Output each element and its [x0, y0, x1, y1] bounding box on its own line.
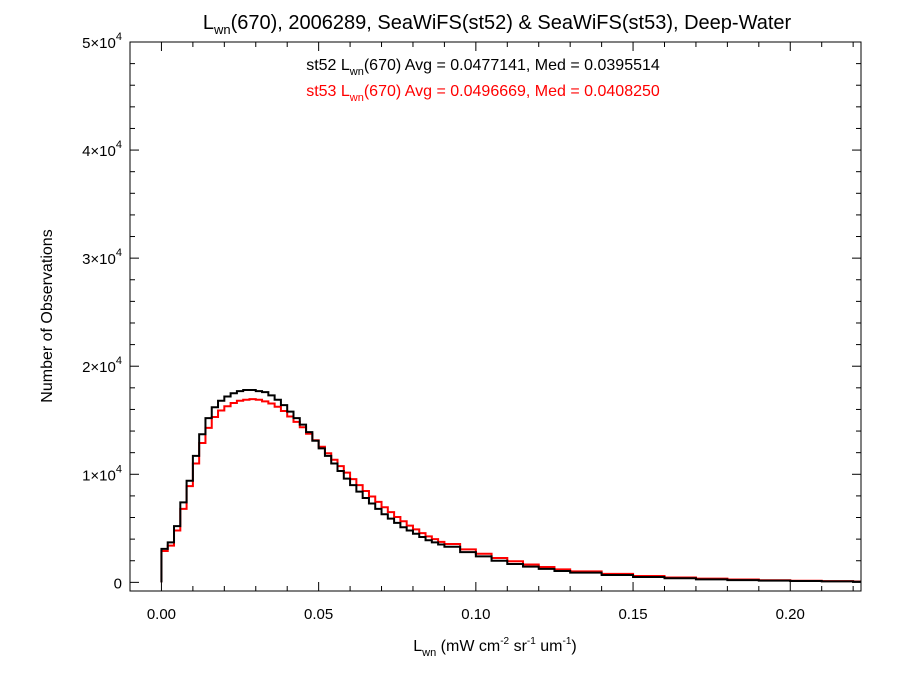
legend-st53-suffix: (670) Avg = 0.0496669, Med = 0.0408250 [364, 83, 660, 100]
x-axis-label-part: ) [571, 638, 576, 655]
y-tick-exponent: 4 [116, 247, 122, 259]
y-tick-mantissa: 3×10 [82, 251, 116, 268]
x-axis-ticks: 0.00 0.05 0.10 0.15 0.20 [129, 42, 854, 623]
y-tick-mantissa: 1×10 [82, 467, 116, 484]
chart-title-rest: (670), 2006289, SeaWiFS(st52) & SeaWiFS(… [231, 12, 792, 34]
legend-st53-sub: wn [349, 92, 364, 104]
y-axis-label: Number of Observations [39, 229, 56, 402]
chart-title: Lwn(670), 2006289, SeaWiFS(st52) & SeaWi… [203, 12, 792, 37]
legend: st52 Lwn(670) Avg = 0.0477141, Med = 0.0… [306, 57, 660, 104]
y-tick-exponent: 4 [116, 463, 122, 475]
y-tick-label: 5×104 [82, 31, 122, 52]
x-tick-label: 0.10 [461, 606, 490, 623]
legend-st52: st52 Lwn(670) Avg = 0.0477141, Med = 0.0… [306, 57, 660, 78]
y-tick-label: 0 [114, 575, 122, 592]
x-axis-label-part: um [536, 638, 563, 655]
y-tick-exponent: 4 [116, 355, 122, 367]
plot-area: 0.00 0.05 0.10 0.15 0.20 01×1042×1043×1044×1… [82, 31, 862, 623]
x-axis-label-sup: -1 [562, 636, 571, 647]
x-tick-label: 0.05 [304, 606, 333, 623]
y-tick-exponent: 4 [116, 139, 122, 151]
series-layer [160, 388, 861, 583]
chart-title-main: L [203, 12, 214, 34]
y-tick-label: 2×104 [82, 355, 122, 376]
y-tick-label: 3×104 [82, 247, 122, 268]
x-tick-label: 0.00 [147, 606, 176, 623]
y-tick-exponent: 4 [116, 31, 122, 43]
x-axis-label-part: (mW cm [436, 638, 500, 655]
y-tick-label: 4×104 [82, 139, 122, 160]
x-axis-label-main: L [413, 638, 422, 655]
y-tick-mantissa: 2×10 [82, 359, 116, 376]
x-axis-label-sup: -2 [500, 636, 509, 647]
y-tick-mantissa: 4×10 [82, 143, 116, 160]
series-st52-line [160, 388, 861, 583]
y-tick-mantissa: 5×10 [82, 35, 116, 52]
x-axis-label-part: sr [509, 638, 527, 655]
chart-title-sub: wn [213, 22, 231, 37]
y-tick-mantissa: 0 [114, 575, 122, 592]
legend-st52-prefix: st52 L [306, 57, 350, 74]
x-axis-label-sub: wn [421, 647, 436, 659]
x-tick-label: 0.20 [776, 606, 805, 623]
x-axis-label-sup: -1 [527, 636, 536, 647]
y-tick-label: 1×104 [82, 463, 122, 484]
legend-st52-sub: wn [349, 66, 364, 78]
legend-st53: st53 Lwn(670) Avg = 0.0496669, Med = 0.0… [306, 83, 660, 104]
x-axis-label: Lwn (mW cm-2 sr-1 um-1) [413, 636, 576, 659]
legend-st53-prefix: st53 L [306, 83, 350, 100]
x-tick-label: 0.15 [618, 606, 647, 623]
legend-st52-suffix: (670) Avg = 0.0477141, Med = 0.0395514 [364, 57, 660, 74]
plot-frame [129, 41, 862, 592]
